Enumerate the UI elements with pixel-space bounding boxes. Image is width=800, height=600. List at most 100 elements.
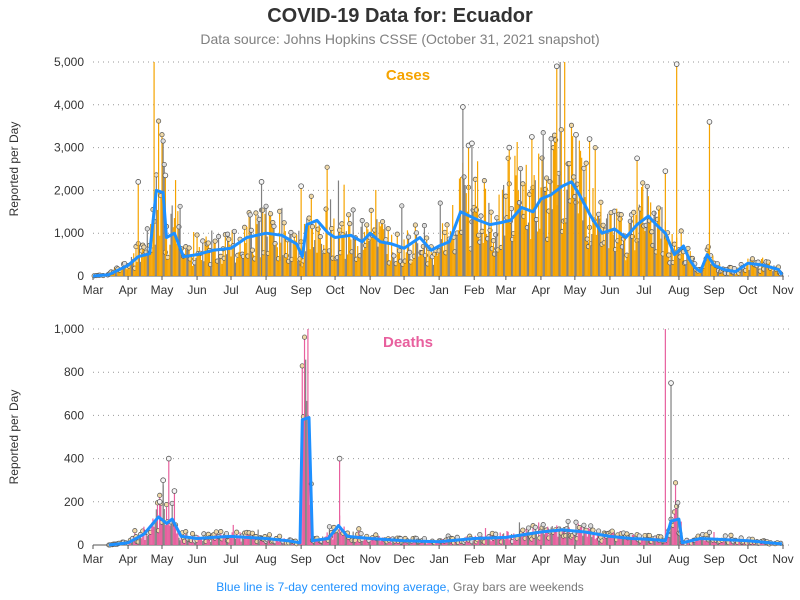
cases-spike-marker [673, 61, 680, 67]
deaths-spike-marker [156, 498, 163, 505]
cases-daily-marker [399, 203, 405, 209]
deaths-xtick-label: Nov [772, 552, 793, 566]
cases-daily-marker [611, 208, 618, 214]
deaths-daily-marker [299, 363, 305, 369]
cases-daily-marker [329, 225, 335, 232]
footnote-moving-average: Blue line is 7-day centered moving avera… [216, 580, 450, 594]
cases-spike-marker [298, 183, 304, 189]
deaths-daily-marker [520, 527, 526, 533]
deaths-daily-marker [169, 500, 175, 506]
cases-spike-marker [506, 144, 513, 151]
cases-daily-marker [159, 132, 165, 138]
cases-daily-marker [413, 230, 420, 236]
deaths-ytick-label: 0 [77, 538, 84, 552]
cases-daily-marker [186, 245, 192, 251]
cases-daily-marker [231, 228, 237, 234]
cases-daily-marker [394, 231, 400, 237]
cases-spike-marker [135, 179, 142, 185]
cases-daily-marker [412, 222, 418, 228]
cases-ylabel: Reported per Day [7, 122, 21, 217]
cases-xtick-label: Feb [464, 283, 485, 297]
deaths-daily-marker [157, 492, 163, 498]
cases-daily-marker [271, 223, 277, 229]
cases-daily-marker [631, 209, 637, 215]
cases-xtick-label: Dec [393, 283, 414, 297]
deaths-panel-label: Deaths [383, 334, 433, 351]
cases-daily-marker [385, 226, 391, 232]
cases-daily-marker [749, 256, 756, 262]
cases-moving-average-line [92, 180, 784, 278]
deaths-daily-marker [581, 522, 587, 528]
cases-daily-marker [503, 193, 509, 199]
cases-daily-marker [640, 180, 646, 186]
cases-daily-marker [324, 164, 330, 170]
cases-daily-marker [350, 207, 356, 213]
cases-daily-marker [160, 138, 166, 144]
deaths-daily-marker [189, 531, 196, 537]
deaths-xtick-label: Apr [532, 552, 551, 566]
cases-daily-marker [583, 160, 589, 166]
cases-daily-marker [548, 136, 554, 142]
deaths-daily-marker [266, 532, 273, 538]
cases-daily-marker [177, 203, 183, 209]
cases-daily-marker [156, 118, 162, 124]
deaths-spike-marker [171, 488, 178, 494]
cases-daily-marker [568, 122, 575, 128]
cases-daily-marker [649, 229, 655, 235]
cases-daily-marker [518, 166, 524, 172]
deaths-daily-marker [540, 522, 546, 528]
deaths-xtick-label: Mar [83, 552, 104, 566]
deaths-daily-marker [218, 529, 224, 535]
cases-xtick-label: Jun [187, 283, 206, 297]
cases-daily-marker [508, 206, 515, 212]
deaths-daily-marker [573, 519, 579, 525]
cases-daily-marker [205, 240, 211, 246]
deaths-ylabel: Reported per Day [7, 390, 21, 485]
deaths-daily-marker [326, 524, 332, 530]
deaths-daily-marker [706, 529, 713, 535]
cases-xtick-label: Mar [496, 283, 517, 297]
cases-daily-marker [566, 161, 572, 167]
cases-daily-marker [225, 231, 231, 237]
cases-daily-marker [490, 238, 496, 244]
deaths-daily-marker [532, 524, 538, 530]
cases-daily-marker [277, 208, 283, 214]
deaths-daily-marker [213, 529, 219, 535]
cases-daily-marker [359, 218, 365, 224]
cases-spike-marker [586, 136, 593, 142]
cases-daily-marker [161, 161, 167, 168]
cases-daily-marker [584, 236, 590, 242]
cases-daily-marker [308, 193, 314, 199]
cases-daily-marker [476, 232, 482, 238]
cases-daily-marker [437, 200, 443, 206]
chart-canvas: 0 1,000 2,000 3,000 4,000 5,000 Reported per D… [7, 55, 794, 566]
deaths-daily-marker [588, 523, 594, 529]
deaths-xtick-label: Dec [393, 552, 414, 566]
cases-daily-marker [200, 238, 206, 244]
cases-daily-marker [644, 183, 650, 189]
cases-daily-marker [678, 228, 684, 234]
deaths-ytick-label: 200 [64, 495, 84, 509]
deaths-daily-marker [672, 480, 679, 486]
cases-xtick-label: Apr [532, 283, 551, 297]
cases-daily-marker [339, 221, 345, 227]
deaths-daily-bars [106, 334, 784, 548]
deaths-ytick-label: 400 [64, 452, 84, 466]
cases-spike-marker [662, 168, 669, 174]
cases-daily-marker [144, 226, 150, 232]
deaths-daily-marker [525, 525, 532, 531]
deaths-xtick-label: Oct [739, 552, 758, 566]
cases-daily-marker [424, 235, 430, 241]
cases-daily-marker [600, 222, 606, 228]
cases-daily-marker [671, 241, 677, 247]
deaths-daily-marker [596, 528, 602, 534]
deaths-moving-average-line [108, 416, 783, 547]
cases-daily-marker [478, 213, 484, 219]
deaths-xtick-label: Jan [429, 552, 448, 566]
cases-xtick-label: Nov [359, 283, 380, 297]
cases-daily-marker [544, 175, 550, 181]
deaths-xtick-label: Sep [290, 552, 312, 566]
cases-ytick-label: 0 [77, 269, 84, 283]
cases-daily-marker [558, 127, 564, 133]
cases-daily-marker [337, 227, 343, 233]
